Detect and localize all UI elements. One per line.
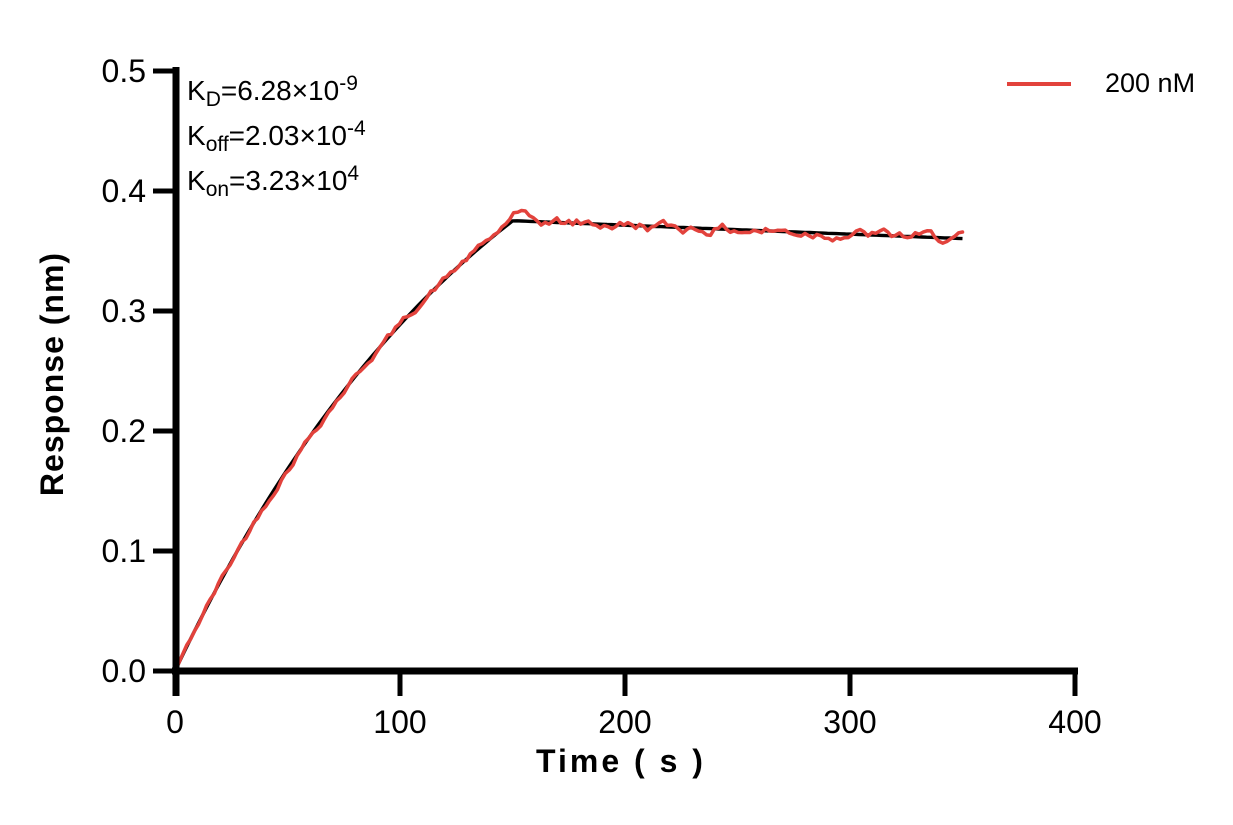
kd-symbol: K <box>187 75 206 106</box>
y-axis-title: Response (nm) <box>34 252 70 496</box>
koff-subscript: off <box>205 133 229 156</box>
kd-annotation: KD=6.28×10-9 <box>187 68 366 113</box>
legend: 200 nM <box>1007 68 1196 98</box>
x-tick-label-100: 100 <box>373 704 426 740</box>
koff-value: =2.03×10 <box>228 120 347 151</box>
kd-exponent: -9 <box>339 72 358 95</box>
y-tick-label-0.4: 0.4 <box>102 173 146 209</box>
y-tick-label-0.5: 0.5 <box>102 53 146 89</box>
fit-curve <box>173 219 963 672</box>
x-tick-label-400: 400 <box>1048 704 1101 740</box>
x-tick-label-200: 200 <box>598 704 651 740</box>
y-tick-label-0.0: 0.0 <box>102 653 146 689</box>
kon-symbol: K <box>187 165 206 196</box>
y-tick-label-0.3: 0.3 <box>102 293 146 329</box>
x-tick-label-300: 300 <box>823 704 876 740</box>
y-tick-label-0.2: 0.2 <box>102 413 146 449</box>
x-tick-label-0: 0 <box>166 704 184 740</box>
kon-annotation: Kon=3.23×104 <box>187 158 366 203</box>
koff-symbol: K <box>187 120 206 151</box>
koff-annotation: Koff=2.03×10-4 <box>187 113 366 158</box>
kd-subscript: D <box>205 88 221 111</box>
x-axis-title: Time ( s ) <box>536 743 706 779</box>
kon-subscript: on <box>205 178 230 201</box>
kd-value: =6.28×10 <box>220 75 340 106</box>
legend-label-200nM: 200 nM <box>1105 68 1196 98</box>
kon-exponent: 4 <box>347 162 360 185</box>
legend-line-swatch-200nM <box>1007 81 1071 86</box>
y-tick-label-0.1: 0.1 <box>102 533 146 569</box>
kon-value: =3.23×10 <box>229 165 348 196</box>
koff-exponent: -4 <box>347 117 366 140</box>
response-curve-200nM <box>173 208 965 673</box>
kinetics-annotations: KD=6.28×10-9 Koff=2.03×10-4 Kon=3.23×104 <box>187 68 366 203</box>
